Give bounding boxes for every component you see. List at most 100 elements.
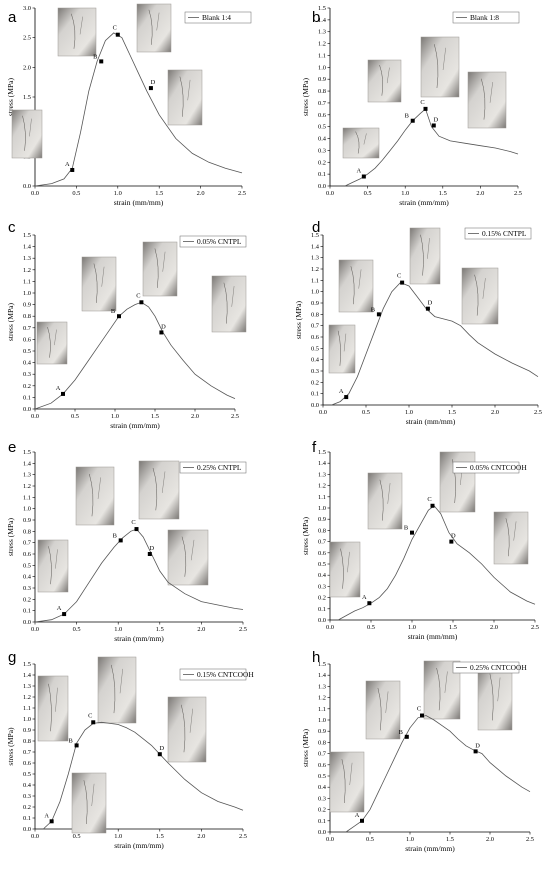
x-tick-label: 2.0 bbox=[490, 624, 498, 631]
y-tick-label: 0.6 bbox=[23, 551, 31, 558]
x-tick-label: 1.5 bbox=[449, 624, 457, 631]
crack-line bbox=[489, 673, 494, 721]
x-tick-label: 0.0 bbox=[31, 833, 39, 840]
point-marker-a bbox=[367, 601, 372, 606]
x-tick-label: 1.0 bbox=[114, 626, 122, 633]
x-tick-label: 2.0 bbox=[197, 833, 205, 840]
y-tick-label: 1.4 bbox=[318, 672, 327, 679]
specimen-photo-body bbox=[420, 36, 460, 98]
specimen-photo-body bbox=[57, 7, 97, 57]
point-label: B bbox=[371, 306, 375, 313]
crack-line bbox=[101, 266, 105, 287]
point-marker-d bbox=[473, 749, 478, 754]
y-tick-label: 1.1 bbox=[23, 494, 31, 501]
x-tick-label: 0.5 bbox=[73, 833, 81, 840]
point-label: D bbox=[428, 300, 433, 307]
specimen-photo bbox=[136, 3, 172, 53]
point-label: A bbox=[56, 385, 61, 392]
legend-box bbox=[184, 11, 252, 24]
y-tick-label: 0.9 bbox=[23, 517, 31, 524]
y-tick-label: 0.7 bbox=[318, 100, 327, 107]
x-tick-label: 1.0 bbox=[114, 190, 122, 197]
crack-line bbox=[111, 664, 116, 714]
legend-label: Blank 1:4 bbox=[202, 13, 231, 22]
point-marker-b bbox=[118, 538, 123, 543]
specimen-photo bbox=[409, 227, 441, 285]
x-tick-label: 2.5 bbox=[239, 626, 247, 633]
specimen-photo-body bbox=[338, 259, 374, 313]
specimen-photo bbox=[367, 59, 402, 103]
y-tick-label: 1.1 bbox=[23, 278, 31, 285]
x-tick-label: 0.0 bbox=[31, 413, 39, 420]
crack-line bbox=[48, 546, 52, 585]
y-tick-label: 1.2 bbox=[318, 483, 326, 490]
panel-letter: e bbox=[8, 439, 16, 456]
y-tick-label: 0.8 bbox=[23, 313, 31, 320]
crack-line bbox=[55, 687, 58, 712]
y-tick-label: 0.3 bbox=[318, 583, 326, 590]
x-tick-label: 1.0 bbox=[406, 836, 414, 843]
x-tick-label: 1.0 bbox=[405, 409, 413, 416]
y-tick-label: 1.1 bbox=[311, 277, 319, 284]
specimen-photo-body bbox=[467, 71, 507, 129]
y-tick-label: 0.7 bbox=[318, 539, 327, 546]
panel-letter: d bbox=[312, 219, 320, 236]
specimen-photo bbox=[367, 472, 403, 530]
y-tick-label: 0.2 bbox=[318, 807, 326, 814]
point-marker-a bbox=[361, 174, 366, 179]
specimen-photo bbox=[167, 696, 207, 763]
specimen-photo-body bbox=[409, 227, 441, 285]
crack-line bbox=[181, 704, 186, 753]
y-axis-label: stress (MPa) bbox=[6, 77, 15, 116]
y-tick-label: 1.3 bbox=[318, 683, 326, 690]
x-tick-label: 1.5 bbox=[439, 190, 447, 197]
legend-box bbox=[452, 661, 520, 674]
crack-line bbox=[355, 131, 360, 154]
crack-line bbox=[340, 548, 344, 589]
x-axis-label: strain (mm/mm) bbox=[399, 198, 449, 207]
panel-g: 0.0 0.1 0.2 0.3 0.4 0.5 0.6 0.7 0.8 0.9 1.0 1.1 1.2 1… bbox=[6, 649, 254, 850]
x-tick-label: 0.5 bbox=[72, 190, 80, 197]
y-tick-label: 2.5 bbox=[23, 35, 31, 42]
panel-letter: c bbox=[8, 219, 16, 236]
y-tick-label: 0.1 bbox=[23, 815, 31, 822]
x-tick-label: 1.0 bbox=[401, 190, 409, 197]
point-label: D bbox=[151, 79, 156, 86]
crack-line bbox=[481, 78, 486, 120]
y-tick-label: 1.5 bbox=[23, 449, 31, 456]
point-marker-b bbox=[410, 118, 415, 123]
specimen-photo bbox=[167, 69, 203, 126]
y-tick-label: 0.0 bbox=[311, 402, 319, 409]
y-tick-label: 0.1 bbox=[318, 606, 326, 613]
legend-label: 0.15% CNTCOOH bbox=[197, 670, 254, 679]
legend-label: 0.15% CNTPL bbox=[482, 229, 527, 238]
point-marker-a bbox=[61, 391, 65, 396]
point-marker-b bbox=[376, 312, 381, 317]
crack-line bbox=[358, 269, 362, 289]
y-tick-label: 0.0 bbox=[318, 183, 326, 190]
x-tick-label: 2.5 bbox=[531, 624, 539, 631]
y-tick-label: 0.3 bbox=[23, 371, 31, 378]
specimen-photo-body bbox=[138, 460, 180, 520]
point-marker-b bbox=[404, 734, 409, 739]
crack-line bbox=[148, 9, 153, 45]
specimen-photo bbox=[338, 259, 374, 313]
crack-line bbox=[337, 330, 341, 366]
crack-line bbox=[350, 266, 355, 305]
y-tick-label: 0.5 bbox=[23, 771, 31, 778]
specimen-photo bbox=[493, 511, 529, 565]
y-tick-label: 0.2 bbox=[23, 596, 31, 603]
y-tick-label: 0.4 bbox=[318, 784, 327, 791]
specimen-photo bbox=[75, 466, 115, 526]
y-tick-label: 1.0 bbox=[23, 716, 31, 723]
point-label: D bbox=[161, 323, 166, 330]
specimen-photo-body bbox=[136, 3, 172, 53]
specimen-photo bbox=[328, 324, 356, 374]
x-tick-label: 2.0 bbox=[486, 836, 494, 843]
crack-line bbox=[363, 133, 367, 145]
crack-line bbox=[347, 551, 350, 573]
legend-label: 0.05% CNTCOOH bbox=[470, 463, 527, 472]
point-marker-d bbox=[157, 752, 162, 757]
point-label: B bbox=[405, 113, 409, 120]
specimen-photo-body bbox=[167, 529, 209, 586]
